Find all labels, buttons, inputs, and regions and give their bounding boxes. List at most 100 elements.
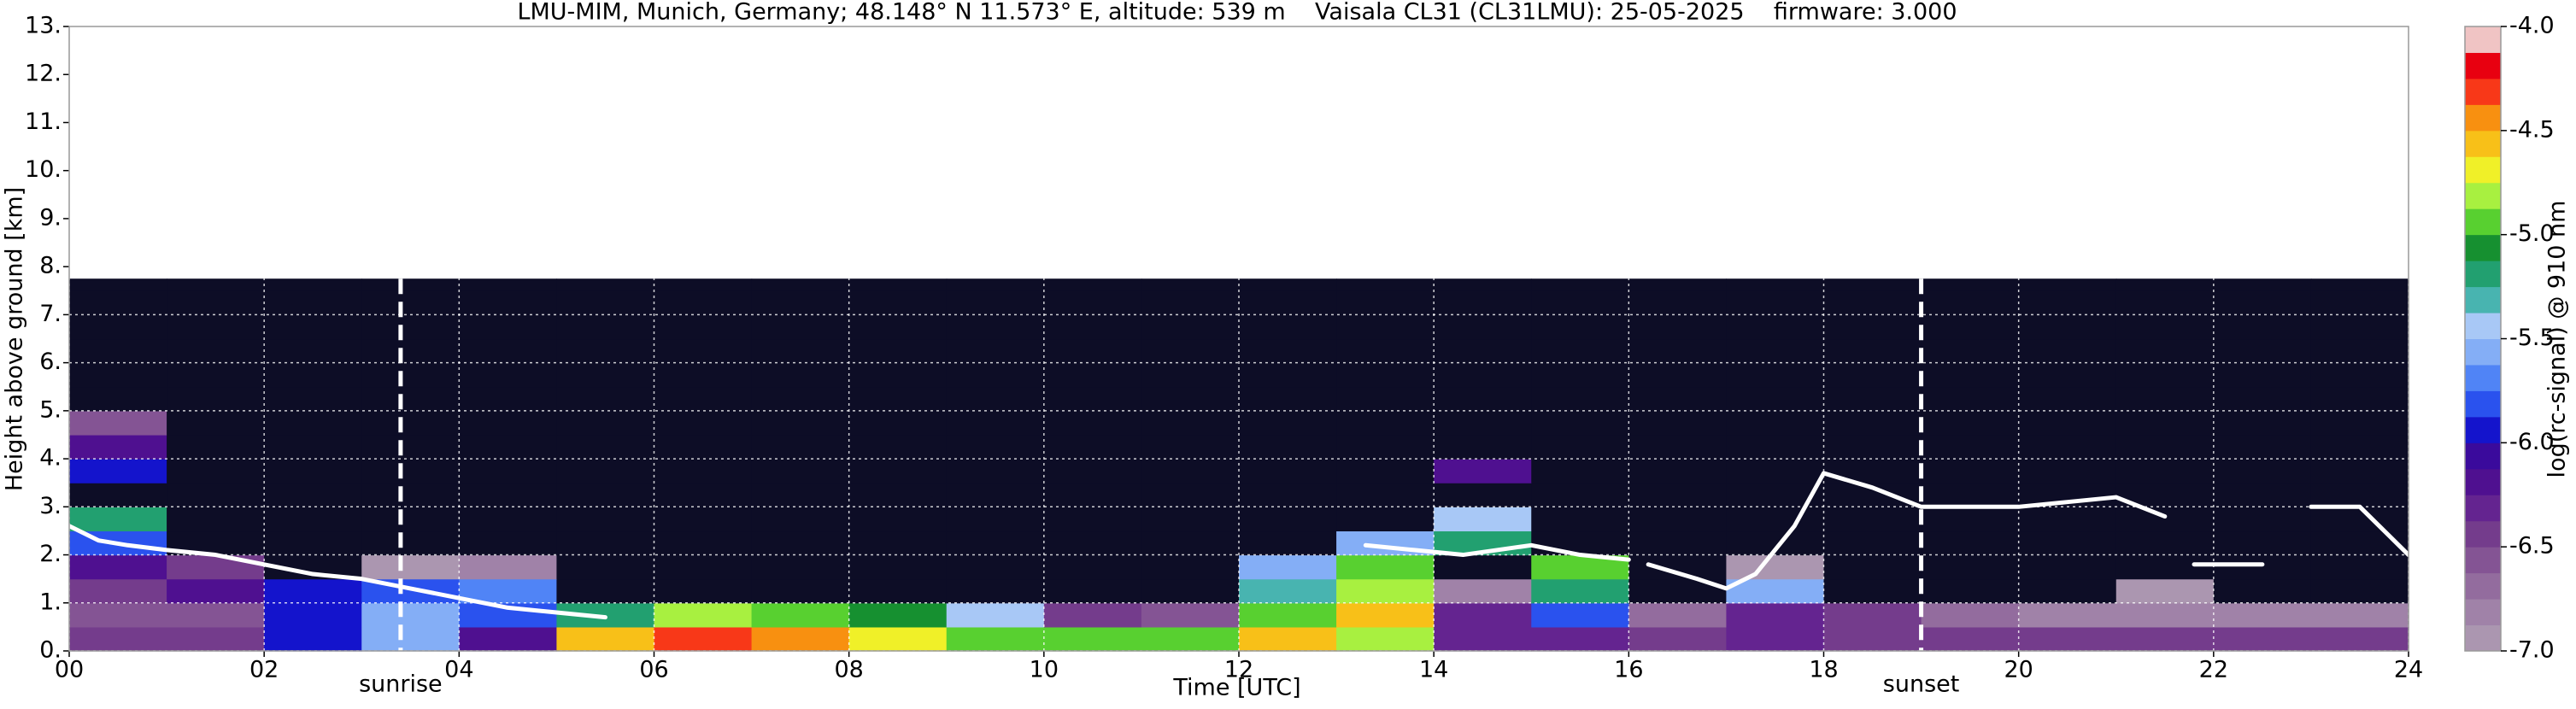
- heatmap-cell: [1141, 362, 1240, 388]
- heatmap-cell: [1043, 362, 1142, 388]
- heatmap-cell: [1043, 554, 1142, 580]
- heatmap-cell: [946, 578, 1045, 604]
- heatmap-cell: [361, 410, 460, 436]
- heatmap-cell: [2115, 602, 2215, 628]
- heatmap-cell: [1043, 290, 1142, 315]
- heatmap-cell: [946, 314, 1045, 340]
- heatmap-cell: [1726, 626, 1825, 652]
- heatmap-cell: [1921, 578, 2020, 604]
- heatmap-cell: [1628, 410, 1728, 436]
- colorbar-bin: [2465, 468, 2501, 495]
- heatmap-cell: [654, 530, 753, 556]
- heatmap-cell: [264, 362, 362, 388]
- heatmap-cell: [1921, 362, 2020, 388]
- heatmap-cell: [1043, 507, 1142, 532]
- heatmap-cell: [167, 554, 265, 580]
- heatmap-cell: [361, 626, 460, 652]
- heatmap-cell: [2310, 459, 2409, 483]
- heatmap-cell: [1239, 483, 1337, 507]
- heatmap-cell: [167, 338, 265, 364]
- heatmap-cell: [1141, 483, 1240, 507]
- heatmap-cell: [69, 290, 167, 315]
- heatmap-cell: [1921, 507, 2020, 532]
- heatmap-cell: [167, 507, 265, 532]
- heatmap-cell: [1531, 278, 1629, 291]
- heatmap-cell: [1531, 459, 1629, 483]
- heatmap-cell: [1043, 483, 1142, 507]
- heatmap-cell: [751, 410, 850, 436]
- heatmap-cell: [1628, 626, 1728, 652]
- heatmap-cell: [2115, 530, 2215, 556]
- heatmap-cell: [361, 602, 460, 628]
- heatmap-cell: [946, 278, 1045, 291]
- heatmap-cell: [848, 362, 948, 388]
- heatmap-cell: [1628, 530, 1728, 556]
- heatmap-cell: [654, 434, 753, 460]
- heatmap-cell: [751, 554, 850, 580]
- heatmap-cell: [264, 434, 362, 460]
- heatmap-cell: [167, 362, 265, 388]
- heatmap-cell: [1434, 434, 1532, 460]
- heatmap-cell: [1239, 459, 1337, 483]
- heatmap-cell: [1434, 314, 1532, 340]
- colorbar-bin: [2465, 313, 2501, 339]
- heatmap-cell: [167, 290, 265, 315]
- heatmap-cell: [459, 338, 558, 364]
- x-tick-label: 18: [1809, 657, 1838, 683]
- heatmap-cell: [1434, 290, 1532, 315]
- heatmap-cell: [69, 314, 167, 340]
- heatmap-cell: [1921, 290, 2020, 315]
- heatmap-cell: [167, 434, 265, 460]
- heatmap-cell: [1336, 459, 1435, 483]
- heatmap-cell: [459, 410, 558, 436]
- heatmap-cell: [1628, 459, 1728, 483]
- heatmap-cell: [1336, 578, 1435, 604]
- heatmap-cell: [69, 338, 167, 364]
- heatmap-cell: [1239, 554, 1337, 580]
- heatmap-cell: [2018, 602, 2117, 628]
- heatmap-cell: [1141, 459, 1240, 483]
- heatmap-cell: [167, 483, 265, 507]
- heatmap-cell: [2115, 410, 2215, 436]
- heatmap-cell: [1921, 314, 2020, 340]
- colorbar-tick-label: -6.5: [2509, 533, 2555, 560]
- colorbar-bin: [2465, 364, 2501, 391]
- heatmap-cell: [2310, 578, 2409, 604]
- heatmap-cell: [1043, 459, 1142, 483]
- heatmap-cell: [2213, 362, 2312, 388]
- colorbar-tick-label: -5.0: [2509, 220, 2555, 247]
- heatmap-cell: [848, 386, 948, 412]
- heatmap-cell: [751, 278, 850, 291]
- heatmap-cell: [556, 290, 655, 315]
- heatmap-cell: [2018, 278, 2117, 291]
- heatmap-cell: [69, 554, 167, 580]
- heatmap-cell: [2213, 507, 2312, 532]
- heatmap-cell: [1434, 554, 1532, 580]
- y-tick-label: 3.: [39, 493, 62, 519]
- heatmap-cell: [946, 338, 1045, 364]
- heatmap-cell: [1239, 314, 1337, 340]
- heatmap-cell: [2018, 386, 2117, 412]
- colorbar-bin: [2465, 52, 2501, 79]
- heatmap-cell: [459, 530, 558, 556]
- heatmap-cell: [848, 507, 948, 532]
- colorbar-bin: [2465, 599, 2501, 626]
- heatmap-cell: [1921, 626, 2020, 652]
- y-tick-label: 6.: [39, 349, 62, 375]
- heatmap-cell: [1726, 554, 1825, 580]
- heatmap-cell: [654, 386, 753, 412]
- heatmap-cell: [946, 626, 1045, 652]
- heatmap-cell: [459, 314, 558, 340]
- cloud-layer: [2309, 504, 2411, 558]
- heatmap-cell: [2310, 338, 2409, 364]
- heatmap-cell: [654, 290, 753, 315]
- x-tick-label: 16: [1614, 657, 1643, 683]
- y-tick-label: 11.: [25, 108, 62, 135]
- heatmap-cell: [264, 278, 362, 291]
- heatmap-cell: [69, 410, 167, 436]
- heatmap-cell: [1336, 338, 1435, 364]
- heatmap-cell: [1823, 290, 1922, 315]
- heatmap-cell: [556, 314, 655, 340]
- heatmap-cell: [264, 314, 362, 340]
- heatmap-cell: [167, 626, 265, 652]
